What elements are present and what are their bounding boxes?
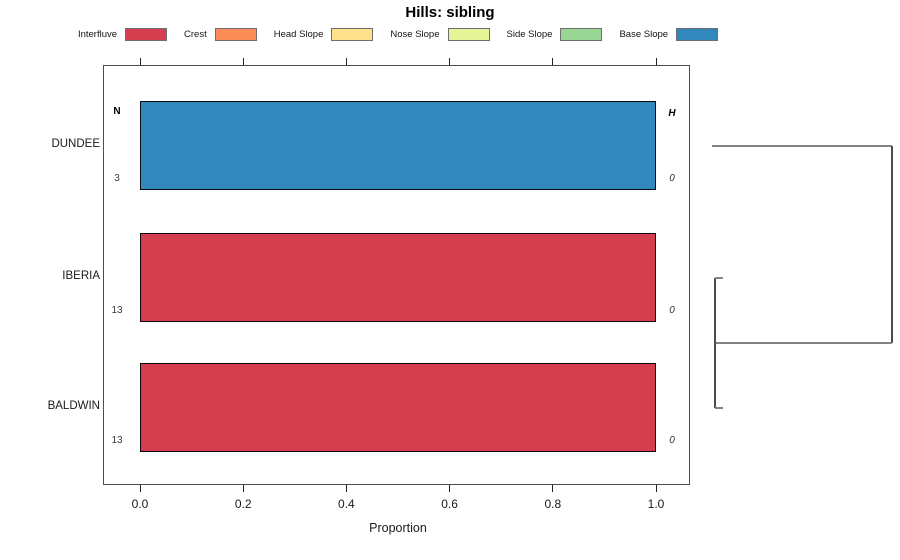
legend-label: Base Slope (619, 29, 669, 40)
axis-tick-label: 0.2 (234, 497, 252, 511)
axis-tick-bottom (345, 485, 347, 492)
axis-tick-top (449, 58, 451, 65)
axis-tick-bottom (449, 485, 451, 492)
bar-iberia-interfluve (140, 233, 656, 322)
axis-tick-bottom (552, 485, 554, 492)
h-column-header: H (668, 108, 676, 119)
chart-title: Hills: sibling (405, 4, 495, 21)
legend-label: Interfluve (77, 29, 118, 40)
h-value: 0 (669, 435, 675, 446)
y-axis-label-baldwin: BALDWIN (47, 399, 100, 412)
n-value: 13 (111, 305, 123, 316)
legend-item: Base Slope (619, 28, 719, 41)
h-value: 0 (669, 173, 675, 184)
axis-tick-top (552, 58, 554, 65)
bar-baldwin-interfluve (140, 363, 656, 452)
legend-swatch-crest (214, 28, 257, 41)
legend-item: Interfluve (77, 28, 168, 41)
axis-tick-label: 0.0 (131, 497, 149, 511)
legend-swatch-side-slope (560, 28, 603, 41)
axis-tick-label: 0.6 (441, 497, 458, 511)
axis-tick-top (242, 58, 244, 65)
legend-item: Crest (184, 28, 257, 41)
axis-tick-label: 0.8 (544, 497, 562, 511)
axis-tick-bottom (655, 485, 657, 492)
axis-tick-label: 0.4 (338, 497, 355, 511)
legend-swatch-interfluve (125, 28, 168, 41)
dendrogram-line (715, 276, 723, 279)
dendrogram-line (712, 144, 892, 147)
h-value: 0 (669, 305, 675, 316)
legend-item: Head Slope (274, 28, 374, 41)
dendrogram-line (715, 406, 723, 409)
dendrogram-line (714, 277, 716, 408)
n-value: 13 (111, 435, 123, 446)
legend-item: Nose Slope (390, 28, 490, 41)
x-axis-title: Proportion (369, 521, 427, 535)
y-axis-label-iberia: IBERIA (62, 269, 100, 282)
legend-label: Side Slope (506, 29, 553, 40)
legend: Interfluve Crest Head Slope Nose Slope Side … (0, 26, 796, 43)
legend-label: Crest (184, 29, 207, 40)
legend-label: Nose Slope (390, 29, 440, 40)
n-column-header: N (113, 106, 121, 117)
axis-tick-top (655, 58, 657, 65)
y-axis-label-dundee: DUNDEE (51, 137, 100, 150)
n-value: 3 (114, 173, 120, 184)
dendrogram-line (891, 145, 893, 343)
axis-tick-top (345, 58, 347, 65)
axis-tick-label: 1.0 (647, 497, 665, 511)
legend-item: Side Slope (507, 28, 603, 41)
axis-tick-bottom (139, 485, 141, 492)
axis-tick-bottom (242, 485, 244, 492)
legend-swatch-head-slope (331, 28, 374, 41)
dendrogram-line (715, 341, 892, 344)
plot-area (103, 65, 690, 485)
legend-swatch-base-slope (676, 28, 719, 41)
bar-dundee-base-slope (140, 101, 656, 190)
legend-swatch-nose-slope (447, 28, 490, 41)
axis-tick-top (139, 58, 141, 65)
legend-label: Head Slope (273, 29, 324, 40)
